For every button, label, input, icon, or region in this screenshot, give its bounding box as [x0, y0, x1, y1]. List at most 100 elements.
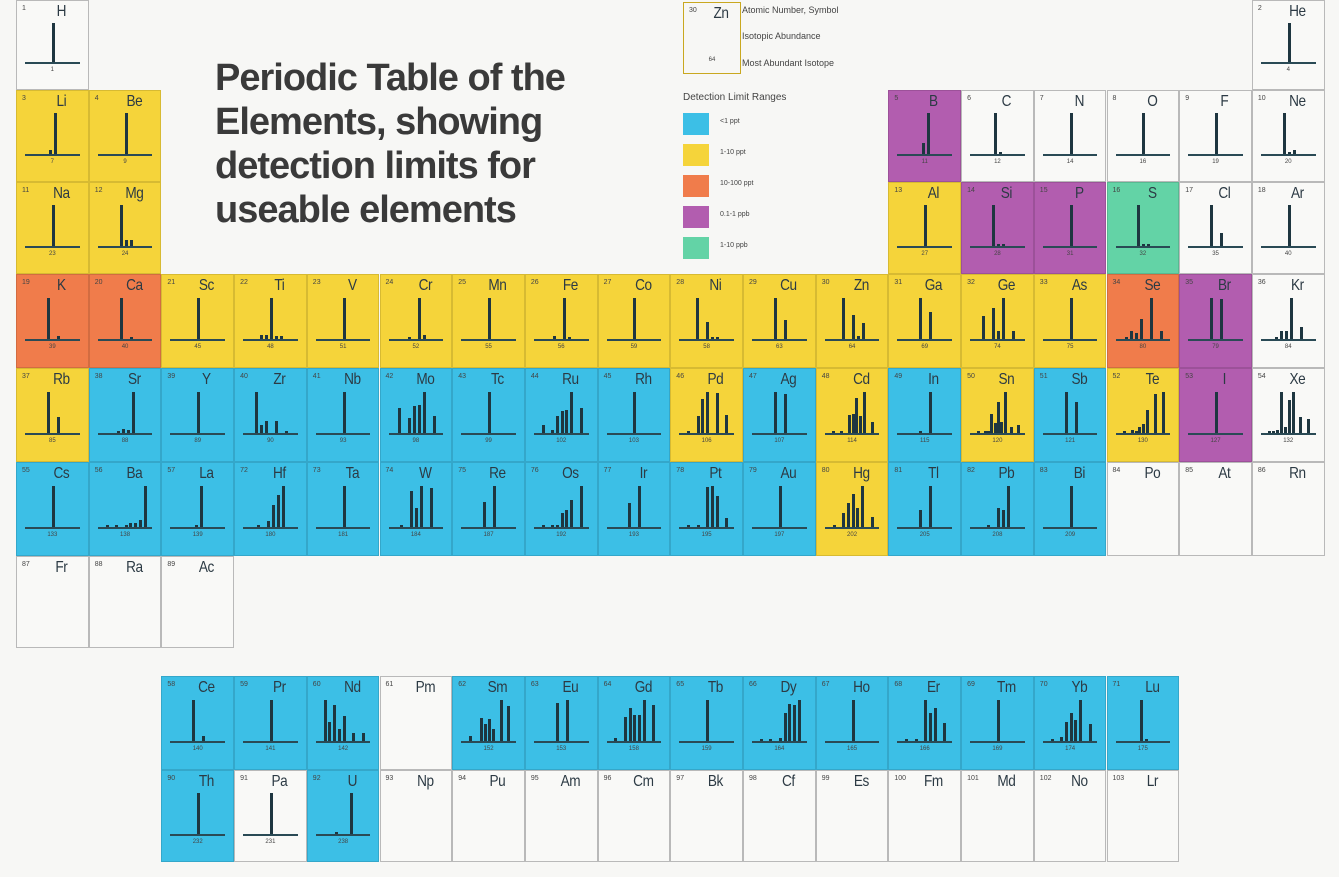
isotope-peak	[773, 297, 777, 339]
isotope-peak	[861, 323, 865, 339]
isotope-peak	[1069, 297, 1073, 339]
atomic-number: 1	[22, 5, 26, 12]
most-abundant-isotope: 58	[703, 343, 710, 350]
element-cell-tm: 69 Tm 169	[961, 676, 1034, 770]
spectrum-baseline	[170, 338, 226, 341]
isotope-peak	[687, 430, 691, 433]
most-abundant-isotope: 169	[992, 745, 1003, 752]
element-symbol: Lr	[1146, 773, 1158, 790]
atomic-number: 72	[240, 467, 248, 474]
isotope-peak	[143, 485, 147, 527]
isotope-peak	[49, 149, 53, 154]
spectrum-baseline	[25, 338, 80, 341]
isotope-peak	[422, 334, 426, 339]
element-symbol: Bk	[708, 773, 724, 790]
spectrum-baseline	[533, 740, 589, 743]
isotope-peak	[1088, 724, 1092, 741]
isotope-peak	[1139, 319, 1143, 339]
atomic-number: 93	[385, 775, 394, 782]
spectrum-baseline	[1115, 153, 1171, 156]
isotope-peak	[1010, 427, 1014, 433]
element-cell-ra: 88 Ra	[88, 556, 162, 648]
spectrum-baseline	[97, 153, 153, 156]
isotope-peak	[117, 430, 121, 433]
isotope-peak	[1210, 205, 1214, 246]
isotope-peak	[192, 699, 196, 741]
isotope-peak	[259, 424, 263, 433]
legend-range-label: 1-10 ppt	[720, 149, 746, 156]
atomic-number: 3	[22, 95, 26, 102]
element-symbol: Rn	[1288, 465, 1306, 482]
isotope-peak	[122, 428, 126, 433]
spectrum-baseline	[1188, 432, 1243, 435]
most-abundant-isotope: 232	[192, 838, 203, 845]
most-abundant-isotope: 208	[992, 531, 1003, 538]
spectrum-baseline	[1115, 740, 1171, 743]
element-symbol: Ta	[345, 465, 359, 482]
isotope-peak	[1138, 427, 1142, 433]
element-cell-ti: 22 Ti 48	[234, 274, 307, 368]
spectrum-baseline	[1260, 62, 1316, 65]
element-cell-sr: 38 Sr 88	[88, 368, 162, 462]
element-cell-ag: 47 Ag 107	[743, 368, 816, 462]
isotope-peak	[1215, 113, 1219, 154]
spectrum-baseline	[25, 153, 80, 156]
atomic-number: 62	[458, 681, 466, 688]
element-cell-os: 76 Os 192	[524, 462, 598, 556]
most-abundant-isotope: 107	[774, 437, 785, 444]
atomic-number: 36	[1257, 279, 1266, 286]
isotope-peak	[919, 297, 923, 339]
element-cell-xe: 54 Xe 132	[1251, 368, 1325, 462]
spectrum-baseline	[243, 432, 298, 435]
atomic-number: 98	[749, 775, 757, 782]
isotope-peak	[565, 510, 569, 527]
isotope-peak	[279, 336, 283, 339]
element-cell-pu: 94 Pu	[452, 770, 525, 862]
isotope-peak	[1011, 330, 1015, 339]
spectrum-baseline	[1260, 432, 1316, 435]
element-cell-br: 35 Br 79	[1179, 274, 1252, 368]
isotope-peak	[1153, 394, 1157, 433]
element-symbol: In	[928, 371, 939, 388]
element-cell-ho: 67 Ho 165	[815, 676, 889, 770]
most-abundant-isotope: 89	[194, 437, 202, 444]
legend-swatch	[683, 175, 709, 197]
isotope-peak	[706, 486, 710, 527]
element-symbol: Sr	[127, 371, 141, 388]
most-abundant-isotope: 32	[1139, 250, 1147, 257]
most-abundant-isotope: 64	[848, 343, 856, 350]
isotope-peak	[1134, 332, 1138, 339]
element-cell-ca: 20 Ca 40	[88, 274, 162, 368]
most-abundant-isotope: 28	[994, 250, 1001, 257]
element-symbol: Rh	[634, 371, 652, 388]
legend-swatch	[683, 113, 709, 135]
element-symbol: Kr	[1290, 277, 1304, 294]
element-symbol: Hf	[273, 465, 286, 482]
element-symbol: Mn	[488, 277, 507, 294]
isotope-peak	[859, 415, 863, 433]
element-symbol: Br	[1218, 277, 1231, 294]
isotope-peak	[507, 705, 511, 741]
isotope-peak	[1272, 430, 1276, 433]
isotope-peak	[272, 505, 276, 527]
element-symbol: Ge	[997, 277, 1016, 294]
isotope-peak	[499, 699, 503, 741]
most-abundant-isotope: 64	[708, 56, 716, 63]
atomic-number: 69	[967, 681, 975, 688]
most-abundant-isotope: 23	[49, 250, 56, 257]
most-abundant-isotope: 19	[1212, 158, 1219, 165]
spectrum-baseline	[606, 740, 662, 743]
isotope-peak	[1001, 510, 1005, 527]
element-cell-mg: 12 Mg 24	[88, 182, 162, 274]
isotope-peak	[1122, 430, 1126, 433]
isotope-peak	[1064, 722, 1068, 741]
element-cell-rh: 45 Rh 103	[597, 368, 671, 462]
isotope-peak	[46, 391, 50, 433]
atomic-number: 81	[894, 467, 903, 474]
element-cell-pm: 61 Pm	[379, 676, 453, 770]
element-symbol: Xe	[1289, 371, 1306, 388]
spectrum-baseline	[243, 338, 298, 341]
element-symbol: N	[1074, 93, 1084, 110]
legend-range-label: 1-10 ppb	[720, 242, 748, 249]
isotope-peak	[254, 391, 258, 433]
